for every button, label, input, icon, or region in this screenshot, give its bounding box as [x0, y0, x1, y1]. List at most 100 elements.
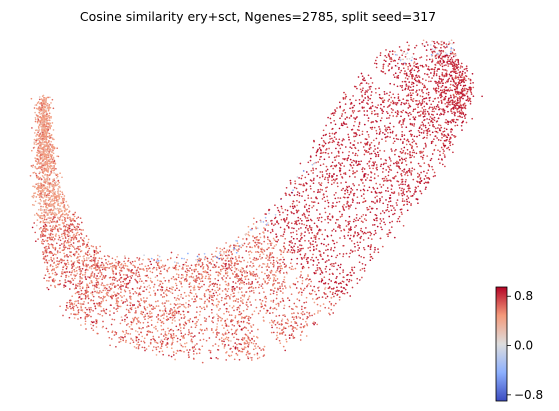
- scatter-point: [278, 327, 281, 330]
- scatter-point: [190, 338, 193, 341]
- scatter-point: [99, 250, 102, 253]
- scatter-point: [274, 204, 276, 207]
- scatter-point: [253, 244, 256, 247]
- scatter-point: [312, 167, 314, 170]
- scatter-point: [408, 130, 411, 133]
- scatter-point: [379, 183, 381, 186]
- scatter-point: [158, 284, 160, 287]
- scatter-point: [303, 301, 306, 304]
- scatter-point: [231, 333, 234, 336]
- scatter-point: [403, 171, 405, 173]
- scatter-point: [415, 152, 418, 155]
- scatter-point: [311, 314, 313, 317]
- scatter-point: [87, 297, 90, 300]
- scatter-point: [383, 177, 385, 180]
- scatter-point: [87, 264, 89, 266]
- scatter-point: [146, 270, 148, 272]
- scatter-point: [373, 162, 375, 165]
- scatter-point: [320, 242, 323, 245]
- scatter-point: [326, 199, 329, 202]
- scatter-point: [295, 230, 298, 232]
- scatter-point: [294, 242, 297, 245]
- scatter-point: [365, 138, 368, 141]
- scatter-point: [131, 317, 134, 320]
- scatter-point: [276, 206, 279, 209]
- scatter-point: [219, 250, 222, 253]
- scatter-point: [299, 317, 302, 319]
- scatter-point: [104, 258, 107, 261]
- scatter-point: [97, 272, 100, 275]
- scatter-point: [107, 295, 110, 297]
- scatter-point: [451, 101, 454, 104]
- scatter-point: [441, 65, 444, 68]
- scatter-point: [99, 302, 102, 305]
- scatter-point: [275, 303, 278, 306]
- scatter-point: [379, 107, 382, 110]
- scatter-point: [332, 262, 335, 265]
- scatter-point: [362, 87, 364, 90]
- scatter-point: [236, 260, 238, 263]
- scatter-point: [81, 303, 84, 305]
- scatter-point: [362, 221, 364, 223]
- scatter-point: [88, 307, 90, 309]
- scatter-point: [152, 346, 155, 348]
- scatter-point: [465, 79, 467, 82]
- scatter-point: [95, 281, 98, 284]
- scatter-point: [319, 152, 322, 155]
- scatter-point: [302, 318, 304, 321]
- scatter-point: [443, 130, 446, 133]
- scatter-point: [422, 65, 425, 68]
- scatter-point: [451, 59, 454, 61]
- scatter-point: [363, 185, 366, 187]
- scatter-point: [289, 262, 292, 265]
- scatter-point: [160, 259, 162, 262]
- scatter-point: [277, 302, 279, 305]
- scatter-point: [77, 255, 79, 258]
- scatter-point: [182, 263, 185, 266]
- scatter-point: [392, 93, 395, 96]
- scatter-point: [441, 84, 444, 87]
- scatter-point: [419, 95, 422, 97]
- scatter-point: [359, 189, 362, 192]
- scatter-point: [352, 152, 354, 154]
- scatter-point: [90, 255, 92, 258]
- scatter-point: [356, 277, 359, 280]
- scatter-point: [130, 321, 133, 324]
- scatter-point: [361, 130, 364, 133]
- scatter-point: [363, 114, 366, 116]
- scatter-point: [38, 228, 41, 230]
- scatter-point: [50, 221, 53, 223]
- scatter-point: [364, 91, 367, 94]
- scatter-point: [202, 265, 205, 268]
- scatter-point: [64, 281, 67, 284]
- scatter-point: [105, 292, 108, 295]
- scatter-point: [225, 336, 228, 339]
- scatter-point: [151, 271, 154, 274]
- scatter-point: [104, 286, 107, 289]
- scatter-point: [240, 260, 242, 263]
- scatter-point: [284, 287, 287, 289]
- scatter-point: [339, 167, 342, 170]
- scatter-point: [307, 219, 310, 222]
- scatter-point: [292, 318, 295, 321]
- scatter-point: [264, 300, 267, 303]
- scatter-point: [77, 302, 80, 305]
- scatter-point: [49, 219, 52, 222]
- scatter-point: [440, 146, 443, 149]
- scatter-point: [423, 147, 425, 150]
- scatter-point: [97, 259, 100, 262]
- scatter-point: [293, 212, 295, 215]
- scatter-point: [42, 225, 45, 228]
- scatter-point: [267, 259, 269, 261]
- scatter-point: [413, 168, 416, 171]
- scatter-point: [223, 327, 225, 329]
- scatter-point: [218, 316, 220, 318]
- scatter-point: [358, 123, 361, 125]
- scatter-point: [318, 216, 321, 219]
- scatter-point: [95, 250, 98, 252]
- scatter-point: [224, 331, 227, 334]
- scatter-point: [394, 153, 396, 156]
- scatter-point: [407, 107, 410, 109]
- scatter-point: [309, 314, 311, 317]
- scatter-point: [298, 192, 301, 195]
